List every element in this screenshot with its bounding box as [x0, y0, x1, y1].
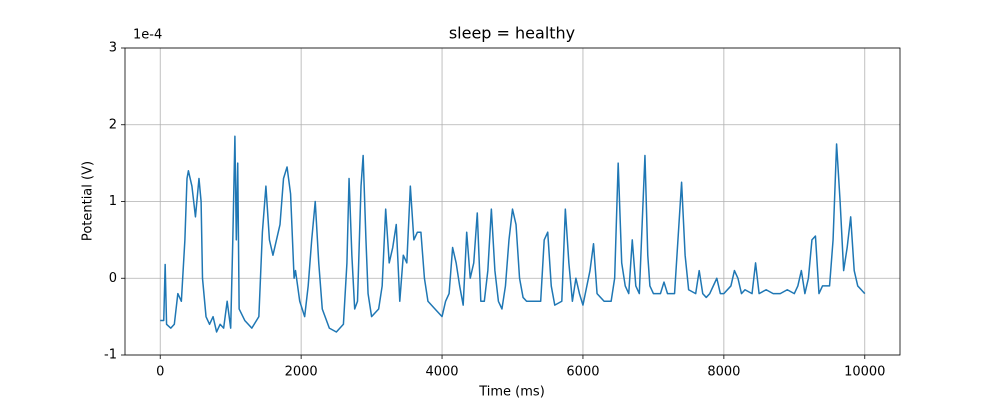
chart-title: sleep = healthy: [449, 24, 575, 43]
x-tick-label: 0: [156, 365, 164, 380]
plot-frame: [124, 47, 901, 356]
y-tick-label: 1: [109, 194, 117, 209]
y-offset-label: 1e-4: [133, 28, 162, 43]
y-tick-label: -1: [104, 348, 117, 363]
x-axis-label: Time (ms): [478, 385, 545, 400]
x-tick-label: 2000: [285, 365, 318, 380]
x-tick-label: 6000: [566, 365, 599, 380]
x-tick-label: 8000: [707, 365, 740, 380]
y-axis-label: Potential (V): [81, 161, 96, 241]
y-tick-label: 0: [109, 271, 117, 286]
x-tick-label: 4000: [425, 365, 458, 380]
data-line: [160, 135, 866, 333]
y-tick-label: 2: [109, 117, 117, 132]
x-tick-label: 10000: [844, 365, 885, 380]
y-tick-label: 3: [109, 41, 117, 56]
